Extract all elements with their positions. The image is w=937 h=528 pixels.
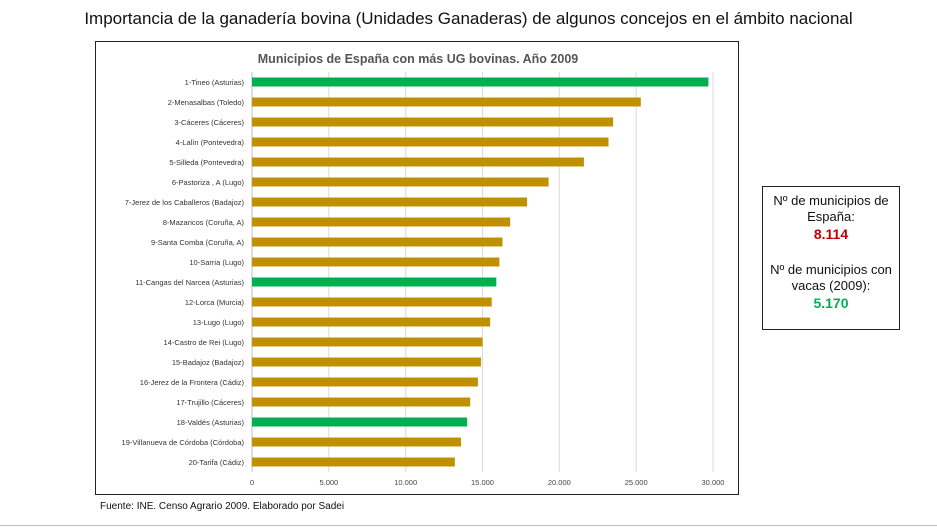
category-label: 2-Menasalbas (Toledo) bbox=[168, 98, 245, 107]
category-label: 14-Castro de Rei (Lugo) bbox=[164, 338, 245, 347]
page-title: Importancia de la ganadería bovina (Unid… bbox=[84, 9, 853, 28]
bar bbox=[252, 77, 709, 87]
category-label: 11-Cangas del Narcea (Asturias) bbox=[135, 278, 244, 287]
bar bbox=[252, 217, 511, 227]
category-label: 5-Silleda (Pontevedra) bbox=[169, 158, 244, 167]
bar bbox=[252, 377, 478, 387]
x-tick-label: 0 bbox=[250, 478, 254, 487]
x-tick-label: 30.000 bbox=[702, 478, 725, 487]
x-tick-label: 5.000 bbox=[319, 478, 338, 487]
bottom-divider bbox=[0, 525, 937, 526]
bar bbox=[252, 97, 641, 107]
category-label: 1-Tineo (Asturias) bbox=[185, 78, 245, 87]
x-tick-label: 10.000 bbox=[394, 478, 417, 487]
chart-category-labels: 1-Tineo (Asturias) 2-Menasalbas (Toledo) 3… bbox=[122, 78, 245, 467]
chart-x-axis: 0 5.000 10.000 15.000 20.000 25.000 30.000 bbox=[250, 478, 725, 487]
bar bbox=[252, 417, 468, 427]
category-label: 16-Jerez de la Frontera (Cádiz) bbox=[140, 378, 245, 387]
category-label: 18-Valdés (Asturias) bbox=[177, 418, 245, 427]
bar bbox=[252, 237, 503, 247]
category-label: 8-Mazaricos (Coruña, A) bbox=[163, 218, 245, 227]
category-label: 13-Lugo (Lugo) bbox=[193, 318, 245, 327]
category-label: 7-Jerez de los Caballeros (Badajoz) bbox=[125, 198, 245, 207]
municipalities-total-label: Nº de municipios de España: bbox=[773, 193, 889, 224]
category-label: 15-Badajoz (Badajoz) bbox=[172, 358, 245, 367]
bar bbox=[252, 157, 584, 167]
category-label: 6-Pastoriza , A (Lugo) bbox=[172, 178, 245, 187]
bar bbox=[252, 317, 491, 327]
category-label: 9-Santa Comba (Coruña, A) bbox=[151, 238, 244, 247]
bar bbox=[252, 437, 461, 447]
bar bbox=[252, 297, 492, 307]
category-label: 4-Lalín (Pontevedra) bbox=[176, 138, 245, 147]
x-tick-label: 20.000 bbox=[548, 478, 571, 487]
category-label: 20-Tarifa (Cádiz) bbox=[189, 458, 245, 467]
chart-canvas: Municipios de España con más UG bovinas.… bbox=[122, 52, 725, 487]
chart-title: Municipios de España con más UG bovinas.… bbox=[258, 52, 579, 66]
bar bbox=[252, 137, 609, 147]
info-box: Nº de municipios de España: 8.114 Nº de … bbox=[762, 186, 900, 330]
category-label: 3-Cáceres (Cáceres) bbox=[174, 118, 244, 127]
x-tick-label: 25.000 bbox=[625, 478, 648, 487]
chart-bars bbox=[252, 77, 709, 467]
bar bbox=[252, 397, 471, 407]
bar-chart: Municipios de España con más UG bovinas.… bbox=[95, 41, 739, 495]
bar bbox=[252, 457, 455, 467]
bar bbox=[252, 197, 528, 207]
bar bbox=[252, 337, 483, 347]
category-label: 19-Villanueva de Córdoba (Córdoba) bbox=[122, 438, 245, 447]
bar bbox=[252, 177, 549, 187]
bar bbox=[252, 257, 500, 267]
chart-grid bbox=[251, 72, 714, 472]
municipalities-with-cows-label: Nº de municipios con vacas (2009): bbox=[770, 262, 892, 293]
source-note: Fuente: INE. Censo Agrario 2009. Elabora… bbox=[100, 501, 345, 512]
category-label: 10-Sarria (Lugo) bbox=[189, 258, 244, 267]
x-tick-label: 15.000 bbox=[471, 478, 494, 487]
bar bbox=[252, 277, 497, 287]
bar bbox=[252, 117, 614, 127]
category-label: 12-Lorca (Murcia) bbox=[185, 298, 245, 307]
municipalities-total-value: 8.114 bbox=[813, 226, 849, 242]
municipalities-with-cows-value: 5.170 bbox=[813, 295, 849, 311]
category-label: 17-Trujillo (Cáceres) bbox=[176, 398, 244, 407]
bar bbox=[252, 357, 481, 367]
